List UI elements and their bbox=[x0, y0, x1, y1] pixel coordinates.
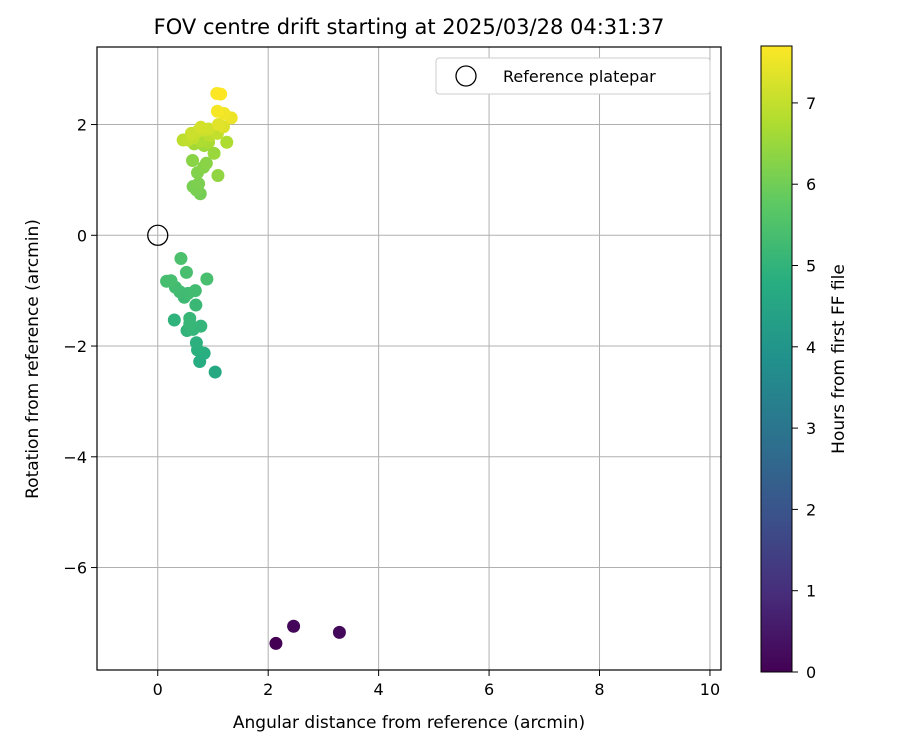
colorbar-label: Hours from first FF file bbox=[829, 264, 849, 454]
x-tick-label: 4 bbox=[374, 680, 384, 699]
x-axis-ticks: 0 2 4 6 8 10 bbox=[153, 670, 720, 699]
data-point bbox=[184, 126, 198, 140]
x-axis-label: Angular distance from reference (arcmin) bbox=[233, 713, 585, 733]
colorbar: 0 1 2 3 4 5 6 7 Hours from first FF file bbox=[760, 45, 849, 682]
colorbar-gradient bbox=[760, 45, 793, 673]
legend-marker bbox=[455, 65, 477, 87]
colorbar-tick-label: 0 bbox=[806, 663, 816, 682]
data-point bbox=[208, 365, 222, 379]
data-point bbox=[200, 272, 214, 286]
data-point bbox=[174, 252, 188, 266]
x-tick-label: 0 bbox=[153, 680, 163, 699]
legend-box bbox=[435, 57, 711, 95]
data-point bbox=[179, 265, 193, 279]
data-point bbox=[220, 135, 234, 149]
data-point bbox=[164, 274, 178, 288]
data-point bbox=[189, 336, 203, 350]
data-point bbox=[207, 146, 221, 160]
plot-frame bbox=[96, 46, 722, 671]
x-tick-label: 10 bbox=[700, 680, 720, 699]
reference-layer bbox=[147, 224, 169, 246]
colorbar-tick-label: 7 bbox=[806, 94, 816, 113]
x-tick-label: 6 bbox=[484, 680, 494, 699]
y-tick-label: −2 bbox=[63, 337, 87, 356]
colorbar-ticks: 0 1 2 3 4 5 6 7 bbox=[792, 94, 816, 682]
data-point bbox=[194, 120, 208, 134]
data-point bbox=[186, 154, 200, 168]
data-point bbox=[210, 104, 224, 118]
data-point bbox=[183, 311, 197, 325]
x-tick-label: 8 bbox=[594, 680, 604, 699]
legend-entry: Reference platepar bbox=[503, 67, 656, 86]
data-point bbox=[192, 177, 206, 191]
legend: Reference platepar bbox=[435, 57, 711, 95]
colorbar-tick-label: 5 bbox=[806, 257, 816, 276]
colorbar-tick-label: 1 bbox=[806, 582, 816, 601]
x-tick-label: 2 bbox=[263, 680, 273, 699]
y-tick-label: 0 bbox=[77, 226, 87, 245]
data-point bbox=[269, 636, 283, 650]
colorbar-tick-label: 4 bbox=[806, 338, 816, 357]
colorbar-tick-label: 3 bbox=[806, 419, 816, 438]
reference-marker bbox=[147, 224, 169, 246]
y-tick-label: −6 bbox=[63, 559, 87, 578]
data-point bbox=[199, 156, 213, 170]
data-point bbox=[287, 619, 301, 633]
data-point bbox=[188, 284, 202, 298]
data-point bbox=[211, 118, 225, 132]
colorbar-tick-label: 6 bbox=[806, 175, 816, 194]
y-tick-label: 2 bbox=[77, 116, 87, 135]
data-point bbox=[167, 313, 181, 327]
data-point bbox=[194, 319, 208, 333]
y-tick-label: −4 bbox=[63, 448, 87, 467]
data-point bbox=[214, 87, 228, 101]
chart-title: FOV centre drift starting at 2025/03/28 … bbox=[154, 15, 665, 39]
colorbar-tick-label: 2 bbox=[806, 500, 816, 519]
data-point bbox=[211, 168, 225, 182]
data-point bbox=[332, 625, 346, 639]
scatter-points bbox=[160, 87, 346, 650]
y-axis-ticks: 2 0 −2 −4 −6 bbox=[63, 116, 97, 578]
data-point bbox=[189, 298, 203, 312]
y-axis-label: Rotation from reference (arcmin) bbox=[23, 219, 43, 499]
